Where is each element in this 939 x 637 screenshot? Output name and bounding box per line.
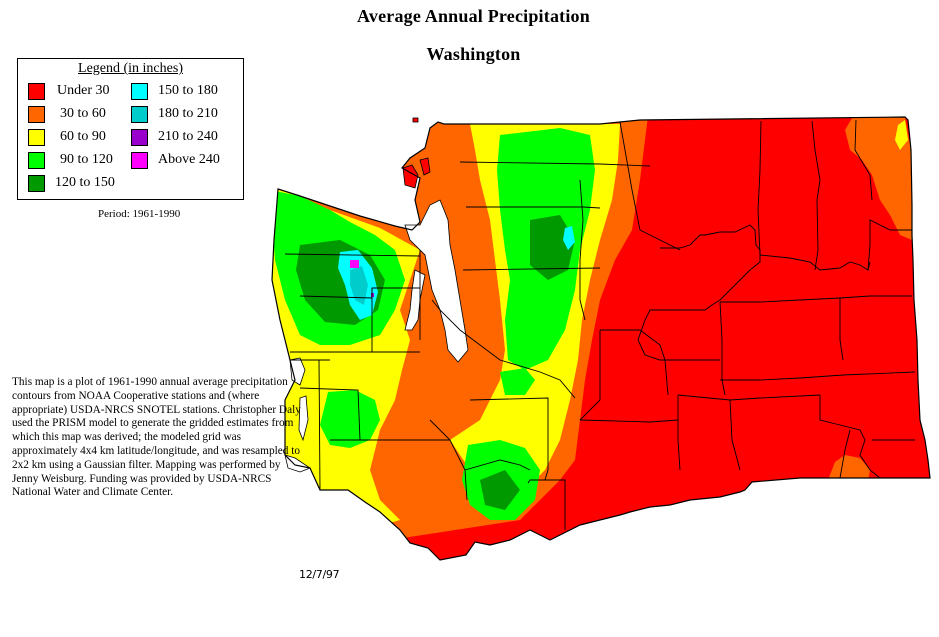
legend-label: 180 to 210 <box>158 106 218 121</box>
swatch-120-150 <box>28 174 45 192</box>
legend-heading: Legend (in inches) <box>78 61 183 76</box>
legend-box: Legend (in inches) Under 30 30 to 60 60 … <box>17 58 244 200</box>
swatch-150-180 <box>131 82 148 100</box>
swatch-under-30 <box>28 82 45 100</box>
zone-180-210-olympics <box>350 266 368 305</box>
swatch-60-90 <box>28 128 45 146</box>
legend-label: Under 30 <box>57 83 110 98</box>
map-date: 12/7/97 <box>299 568 340 581</box>
zone-150-180-cascades <box>563 226 575 250</box>
legend-label: 90 to 120 <box>60 152 113 167</box>
map-title: Average Annual Precipitation <box>357 6 590 26</box>
swatch-above-240 <box>131 151 148 169</box>
legend-label: Above 240 <box>158 152 220 167</box>
map-description: This map is a plot of 1961-1990 annual a… <box>12 376 301 499</box>
legend-label: 120 to 150 <box>55 175 115 190</box>
swatch-180-210 <box>131 105 148 123</box>
legend-item-180-210: 180 to 210 <box>131 105 218 123</box>
zone-90-120-southwest <box>320 390 380 448</box>
county-boundaries <box>284 119 916 530</box>
zone-120-150-cascades <box>530 215 575 280</box>
zone-60-90-ne-spot <box>895 120 908 150</box>
legend-item-above-240: Above 240 <box>131 151 220 169</box>
zone-30-60-southeast <box>828 455 870 482</box>
state-outline <box>271 116 931 561</box>
legend-label: 210 to 240 <box>158 129 218 144</box>
legend-label: 30 to 60 <box>60 106 106 121</box>
period-label: Period: 1961-1990 <box>98 208 181 220</box>
swatch-30-60 <box>28 105 45 123</box>
zone-above-240 <box>350 260 359 268</box>
zone-210-240 <box>371 293 374 297</box>
legend-item-120-150: 120 to 150 <box>28 174 115 192</box>
swatch-210-240 <box>131 128 148 146</box>
legend-item-60-90: 60 to 90 <box>28 128 106 146</box>
legend-item-210-240: 210 to 240 <box>131 128 218 146</box>
swatch-90-120 <box>28 151 45 169</box>
precip-layers <box>272 117 930 560</box>
legend-item-90-120: 90 to 120 <box>28 151 113 169</box>
zone-30-60-northeast <box>845 117 912 240</box>
zone-120-150-south <box>480 470 520 510</box>
legend-item-30-60: 30 to 60 <box>28 105 106 123</box>
legend-label: 60 to 90 <box>60 129 106 144</box>
map-subtitle: Washington <box>426 44 521 64</box>
zone-90-120-rainier <box>500 368 535 395</box>
legend-label: 150 to 180 <box>158 83 218 98</box>
legend-item-150-180: 150 to 180 <box>131 82 218 100</box>
legend-item-under-30: Under 30 <box>28 82 110 100</box>
